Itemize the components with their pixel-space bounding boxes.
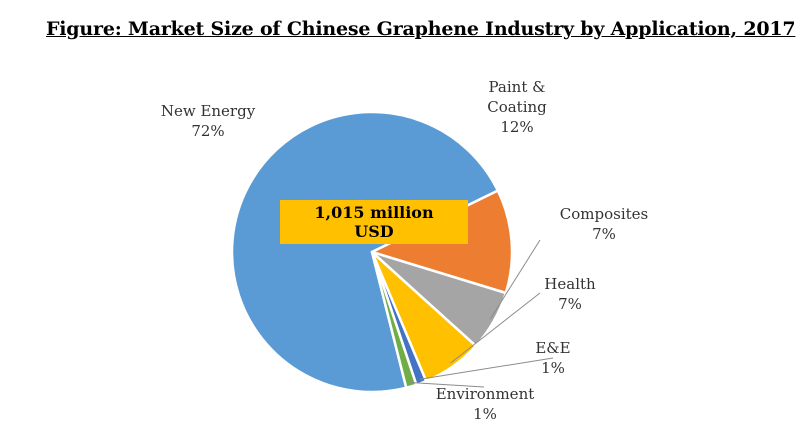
total-box: [280, 200, 468, 244]
total-callout: 1,015 million USD: [280, 200, 468, 244]
label-paint-and-coating: Paint & Coating 12%: [487, 78, 547, 136]
label-health: Health 7%: [544, 275, 596, 313]
label-new-energy: New Energy 72%: [161, 102, 256, 140]
label-composites: Composites 7%: [560, 205, 648, 243]
leader-line-eande: [419, 357, 554, 380]
leader-lines: [410, 239, 554, 388]
leader-line-health: [450, 292, 541, 364]
slice-labels: New Energy 72% Paint & Coating 12% Composites…: [161, 78, 648, 423]
label-environment: Environment 1%: [436, 385, 535, 423]
slice-environment: [370, 250, 418, 389]
figure-title: Figure: Market Size of Chinese Graphene …: [46, 18, 796, 40]
leader-line-composites: [489, 239, 541, 320]
pie-slices: [230, 110, 514, 394]
label-eande: E&E 1%: [535, 339, 570, 377]
leader-line-environment: [410, 382, 485, 388]
slice-new-energy: [230, 110, 500, 394]
total-value-label: 1,015 million USD: [314, 203, 434, 241]
